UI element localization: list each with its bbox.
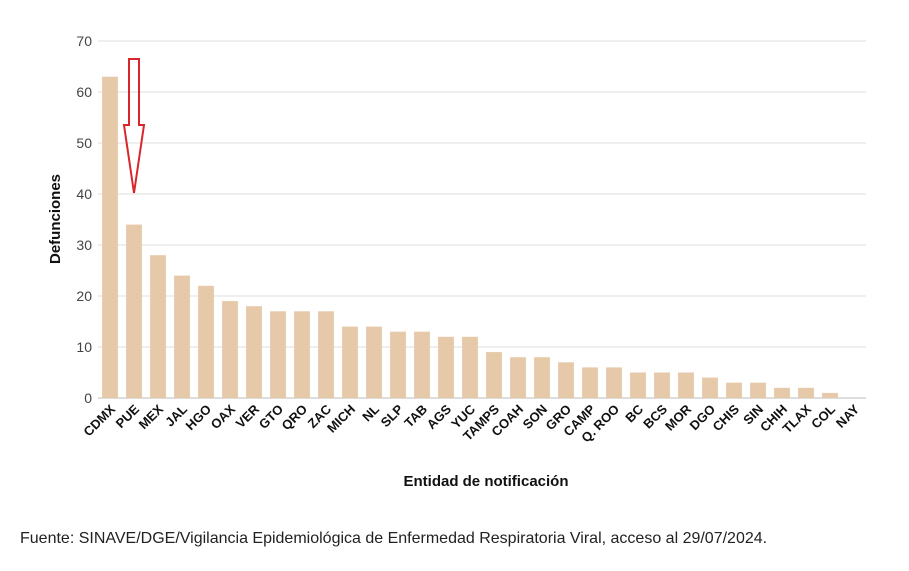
x-tick-label: MOR xyxy=(662,401,694,433)
y-axis-ticks: 0 10 20 30 40 50 60 70 xyxy=(76,33,92,406)
bar-ver xyxy=(246,306,262,398)
x-tick-label: COL xyxy=(808,401,838,431)
y-tick-label: 0 xyxy=(84,390,92,406)
y-tick-label: 40 xyxy=(76,186,92,202)
bar-col xyxy=(822,392,838,398)
x-tick-label: SLP xyxy=(378,401,407,430)
gridlines xyxy=(98,40,866,348)
bar-camp xyxy=(582,367,598,398)
x-axis-title: Entidad de notificación xyxy=(403,473,568,490)
bar-tlax xyxy=(798,387,814,398)
bar-bc xyxy=(630,372,646,398)
y-axis-title: Defunciones xyxy=(47,174,64,264)
y-tick-label: 30 xyxy=(76,237,92,253)
y-tick-label: 50 xyxy=(76,135,92,151)
bar-mex xyxy=(150,255,166,398)
bar-gto xyxy=(270,311,286,398)
bar-jal xyxy=(174,275,190,398)
y-tick-label: 20 xyxy=(76,288,92,304)
bar-q-roo xyxy=(606,367,622,398)
x-tick-label: GTO xyxy=(256,402,286,432)
bars xyxy=(102,76,838,398)
bar-nl xyxy=(366,326,382,398)
bar-tamps xyxy=(486,352,502,398)
x-tick-label: VER xyxy=(233,401,263,431)
bar-tab xyxy=(414,331,430,398)
bar-hgo xyxy=(198,285,214,398)
x-tick-label: PUE xyxy=(113,401,143,431)
bar-coah xyxy=(510,357,526,398)
bar-ags xyxy=(438,336,454,398)
y-tick-label: 70 xyxy=(76,33,92,49)
bar-chis xyxy=(726,382,742,398)
bar-mor xyxy=(678,372,694,398)
bar-mich xyxy=(342,326,358,398)
bar-zac xyxy=(318,311,334,398)
bar-gro xyxy=(558,362,574,398)
bar-yuc xyxy=(462,336,478,398)
y-tick-label: 60 xyxy=(76,84,92,100)
bar-cdmx xyxy=(102,76,118,398)
bar-slp xyxy=(390,331,406,398)
bar-pue xyxy=(126,224,142,398)
bar-qro xyxy=(294,311,310,398)
x-tick-label: NAY xyxy=(833,401,862,430)
x-tick-label: AGS xyxy=(424,401,455,432)
arrow-annotation xyxy=(122,58,146,194)
bar-son xyxy=(534,357,550,398)
x-tick-label: OAX xyxy=(208,401,239,432)
x-tick-label: SON xyxy=(520,402,551,433)
annotation xyxy=(122,58,146,194)
bar-chih xyxy=(774,387,790,398)
bar-sin xyxy=(750,382,766,398)
bar-chart: 0 10 20 30 40 50 60 70 CDMXPUEMEXJALHGOOAXVERGT… xyxy=(47,33,866,490)
x-tick-label: MICH xyxy=(324,402,358,436)
x-tick-label: TAB xyxy=(401,402,430,431)
x-tick-label: HGO xyxy=(183,402,215,434)
x-tick-label: QRO xyxy=(279,402,311,434)
x-tick-label: CHIS xyxy=(710,401,743,434)
bar-dgo xyxy=(702,377,718,398)
x-tick-label: MEX xyxy=(136,401,167,432)
bar-oax xyxy=(222,301,238,398)
source-note: Fuente: SINAVE/DGE/Vigilancia Epidemioló… xyxy=(20,530,768,547)
y-tick-label: 10 xyxy=(76,339,92,355)
bar-bcs xyxy=(654,372,670,398)
